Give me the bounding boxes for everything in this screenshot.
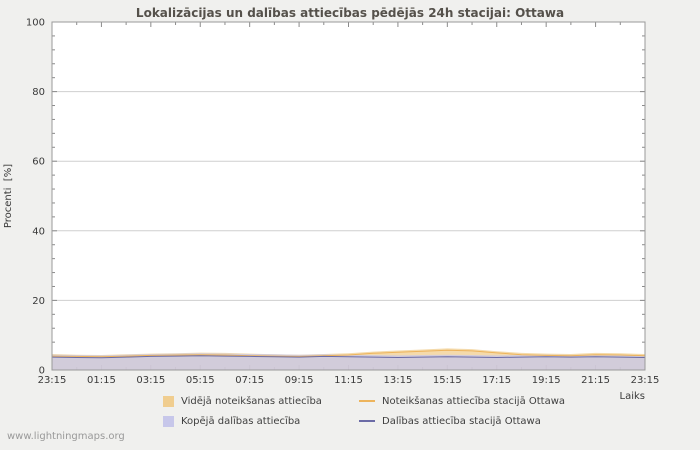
legend-item-station-detection: Noteikšanas attiecība stacijā Ottawa bbox=[359, 391, 565, 411]
watermark-link[interactable]: www.lightningmaps.org bbox=[7, 431, 125, 442]
svg-text:07:15: 07:15 bbox=[235, 375, 264, 386]
svg-text:20: 20 bbox=[32, 296, 45, 307]
legend-label: Kopējā dalības attiecība bbox=[181, 415, 301, 427]
line-swatch-icon bbox=[359, 400, 375, 402]
svg-text:60: 60 bbox=[32, 157, 45, 168]
svg-text:80: 80 bbox=[32, 87, 45, 98]
svg-text:09:15: 09:15 bbox=[285, 375, 314, 386]
svg-text:13:15: 13:15 bbox=[384, 375, 413, 386]
svg-text:19:15: 19:15 bbox=[532, 375, 561, 386]
legend-label: Noteikšanas attiecība stacijā Ottawa bbox=[382, 395, 566, 407]
svg-text:17:15: 17:15 bbox=[482, 375, 511, 386]
legend-item-total-participation: Kopējā dalības attiecība bbox=[163, 411, 359, 431]
svg-text:15:15: 15:15 bbox=[433, 375, 462, 386]
svg-text:0: 0 bbox=[39, 366, 45, 377]
chart-legend: Vidējā noteikšanas attiecība Kopējā dalī… bbox=[163, 391, 565, 431]
svg-text:23:15: 23:15 bbox=[631, 375, 660, 386]
legend-label: Dalības attiecība stacijā Ottawa bbox=[382, 415, 541, 427]
y-tick-labels: 0 20 40 60 80 100 bbox=[26, 18, 45, 377]
series-lines bbox=[51, 349, 646, 359]
svg-text:11:15: 11:15 bbox=[334, 375, 363, 386]
area-swatch-icon bbox=[163, 415, 174, 427]
gridlines bbox=[52, 91, 645, 301]
svg-text:100: 100 bbox=[26, 18, 45, 29]
svg-text:21:15: 21:15 bbox=[581, 375, 610, 386]
svg-text:05:15: 05:15 bbox=[186, 375, 215, 386]
y-axis-label: Procenti [%] bbox=[3, 164, 14, 228]
plot-background bbox=[52, 22, 645, 370]
plot-border bbox=[51, 21, 646, 371]
x-tick-labels: 23:15 01:15 03:15 05:15 07:15 09:15 11:15 13:15… bbox=[38, 375, 660, 386]
line-swatch-icon bbox=[359, 420, 375, 422]
legend-item-station-participation: Dalības attiecība stacijā Ottawa bbox=[359, 411, 565, 431]
x-axis-label: Laiks bbox=[620, 391, 645, 402]
legend-label: Vidējā noteikšanas attiecība bbox=[181, 395, 322, 407]
svg-text:23:15: 23:15 bbox=[38, 375, 67, 386]
legend-item-avg-detection: Vidējā noteikšanas attiecība bbox=[163, 391, 359, 411]
chart-title: Lokalizācijas un dalības attiecības pēdē… bbox=[135, 6, 565, 20]
svg-text:01:15: 01:15 bbox=[87, 375, 116, 386]
svg-text:40: 40 bbox=[32, 226, 45, 237]
svg-text:03:15: 03:15 bbox=[136, 375, 165, 386]
area-swatch-icon bbox=[163, 395, 174, 407]
